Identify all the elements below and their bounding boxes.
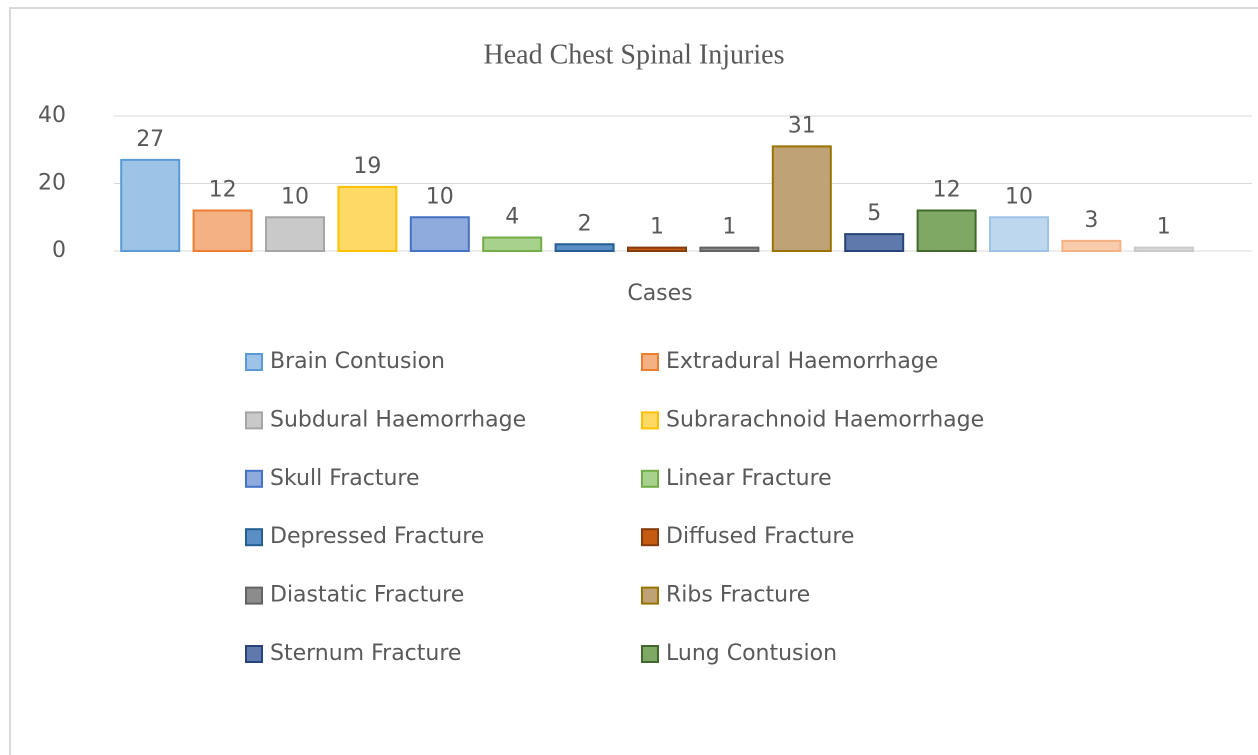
legend-label: Sternum Fracture (270, 641, 461, 666)
bar (409, 216, 470, 252)
data-label: 3 (1084, 208, 1098, 233)
bar (1061, 239, 1122, 252)
y-tick-label: 40 (38, 103, 66, 128)
legend-swatch (245, 645, 263, 663)
legend-swatch (641, 353, 659, 371)
legend-swatch (245, 411, 263, 430)
data-label: 2 (578, 211, 592, 236)
legend-swatch (641, 528, 659, 547)
data-label: 10 (1005, 184, 1033, 209)
bar (916, 209, 977, 252)
data-label: 31 (788, 113, 816, 138)
y-tick-label: 20 (38, 171, 66, 196)
bar (1133, 246, 1194, 252)
bar (699, 246, 760, 252)
legend-swatch (245, 469, 263, 488)
data-label: 5 (867, 201, 881, 226)
legend-swatch (245, 528, 263, 547)
bar (989, 216, 1049, 252)
bar (771, 145, 832, 252)
bar (627, 246, 687, 252)
legend-label: Ribs Fracture (666, 583, 810, 608)
legend-label: Brain Contusion (270, 349, 445, 374)
data-label: 12 (209, 178, 237, 203)
bar (482, 236, 543, 252)
data-label: 10 (281, 184, 309, 209)
data-label: 27 (136, 127, 164, 152)
legend-label: Subdural Haemorrhage (270, 407, 526, 432)
data-label: 19 (353, 154, 381, 179)
legend-label: Diastatic Fracture (270, 583, 464, 608)
legend-swatch (641, 411, 659, 430)
legend-swatch (245, 353, 263, 371)
data-label: 4 (505, 205, 519, 230)
data-label: 10 (426, 184, 454, 209)
data-label: 1 (1157, 215, 1171, 240)
x-tick-label: Cases (627, 281, 692, 306)
y-tick-label: 0 (52, 238, 66, 263)
chart-title: Head Chest Spinal Injuries (484, 39, 785, 70)
bar (120, 158, 181, 252)
bar (554, 243, 615, 252)
data-label: 12 (933, 178, 961, 203)
bar (844, 233, 905, 252)
legend-swatch (641, 469, 659, 488)
legend-label: Extradural Haemorrhage (666, 349, 938, 374)
bar (192, 209, 253, 252)
data-label: 1 (650, 215, 664, 240)
chart-frame (9, 7, 1258, 755)
legend-swatch (641, 645, 659, 663)
legend-label: Skull Fracture (270, 466, 420, 491)
legend-label: Linear Fracture (666, 466, 832, 491)
data-label: 1 (722, 215, 736, 240)
bar (265, 216, 325, 252)
legend-label: Lung Contusion (666, 641, 837, 666)
legend-label: Depressed Fracture (270, 524, 484, 549)
bar (337, 185, 398, 252)
legend-label: Diffused Fracture (666, 524, 854, 549)
legend-label: Subrarachnoid Haemorrhage (666, 407, 984, 432)
legend-swatch (245, 586, 263, 605)
legend-swatch (641, 586, 659, 605)
